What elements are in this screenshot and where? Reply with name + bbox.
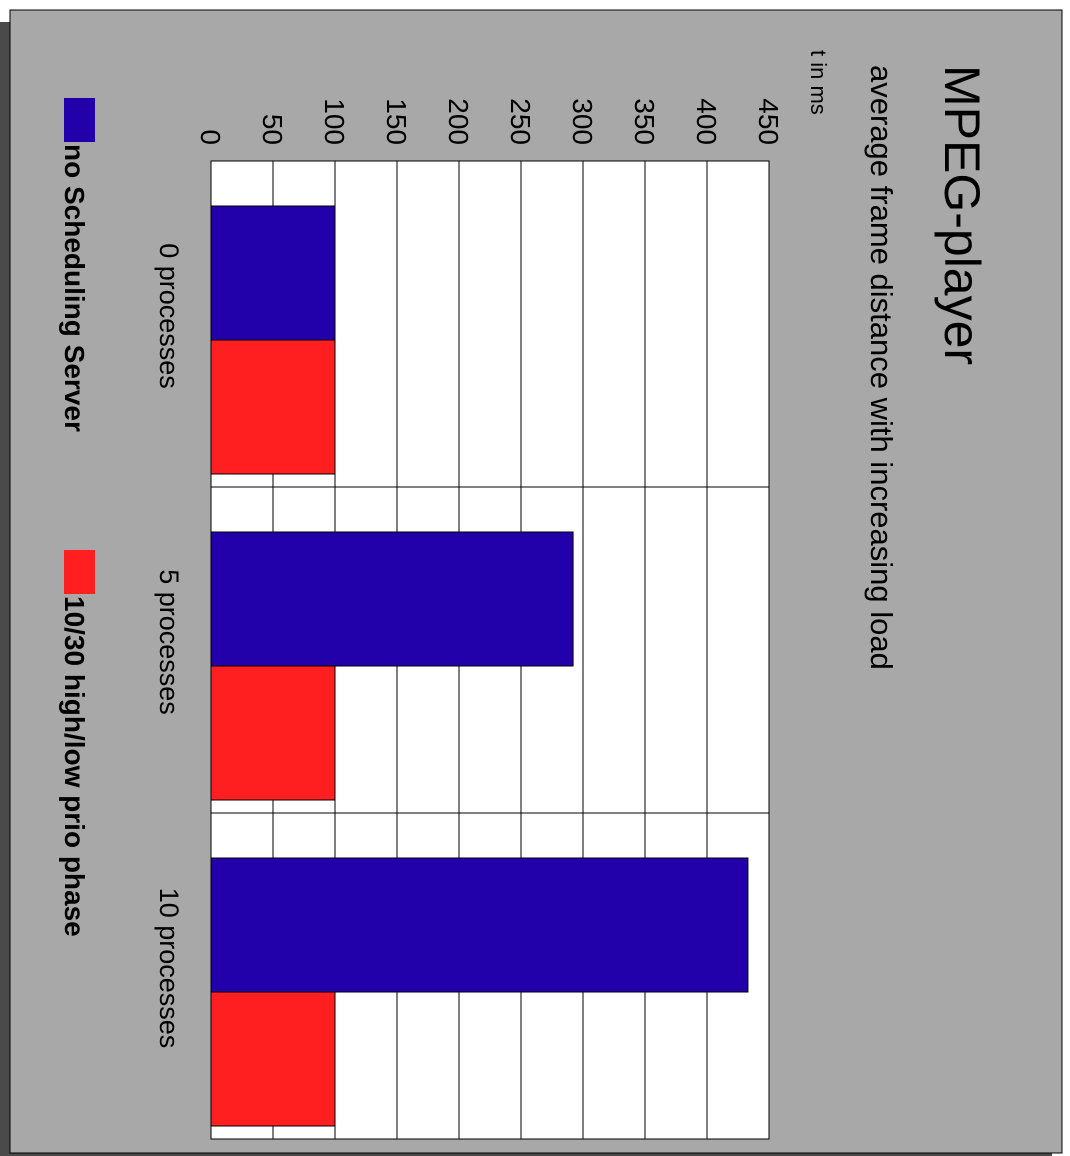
category-label: 10 processes [154,888,184,1049]
legend-swatch [64,550,95,594]
legend-label: no Scheduling Server [59,144,90,432]
bar-series-a [210,857,749,993]
bars [210,205,749,1127]
bar-series-b [210,991,336,1127]
y-tick-label: 350 [629,98,660,145]
bar-series-a [210,531,574,667]
category-labels: 0 processes 5 processes 10 processes [154,243,184,1048]
y-tick-label: 450 [753,98,784,145]
bar-series-b [210,665,336,801]
legend-swatch [64,98,95,142]
bar-series-a [210,205,336,341]
y-tick-label: 400 [691,98,722,145]
y-tick-label: 150 [381,98,412,145]
y-tick-label: 50 [257,114,288,145]
y-tick-labels: 0 50 100 150 200 250 300 350 400 450 [195,98,784,145]
y-tick-label: 0 [195,129,226,145]
y-tick-label: 100 [319,98,350,145]
category-label: 0 processes [154,243,184,389]
chart-subtitle: average frame distance with increasing l… [864,65,899,670]
chart-title: MPEG-player [934,65,990,365]
category-label: 5 processes [154,569,184,715]
y-tick-label: 300 [567,98,598,145]
legend: no Scheduling Server 10/30 high/low prio … [59,98,95,937]
bar-series-b [210,339,336,475]
y-axis-unit-label: t in ms [806,50,831,115]
y-tick-label: 200 [443,98,474,145]
y-tick-label: 250 [505,98,536,145]
legend-label: 10/30 high/low prio phase [59,596,90,937]
